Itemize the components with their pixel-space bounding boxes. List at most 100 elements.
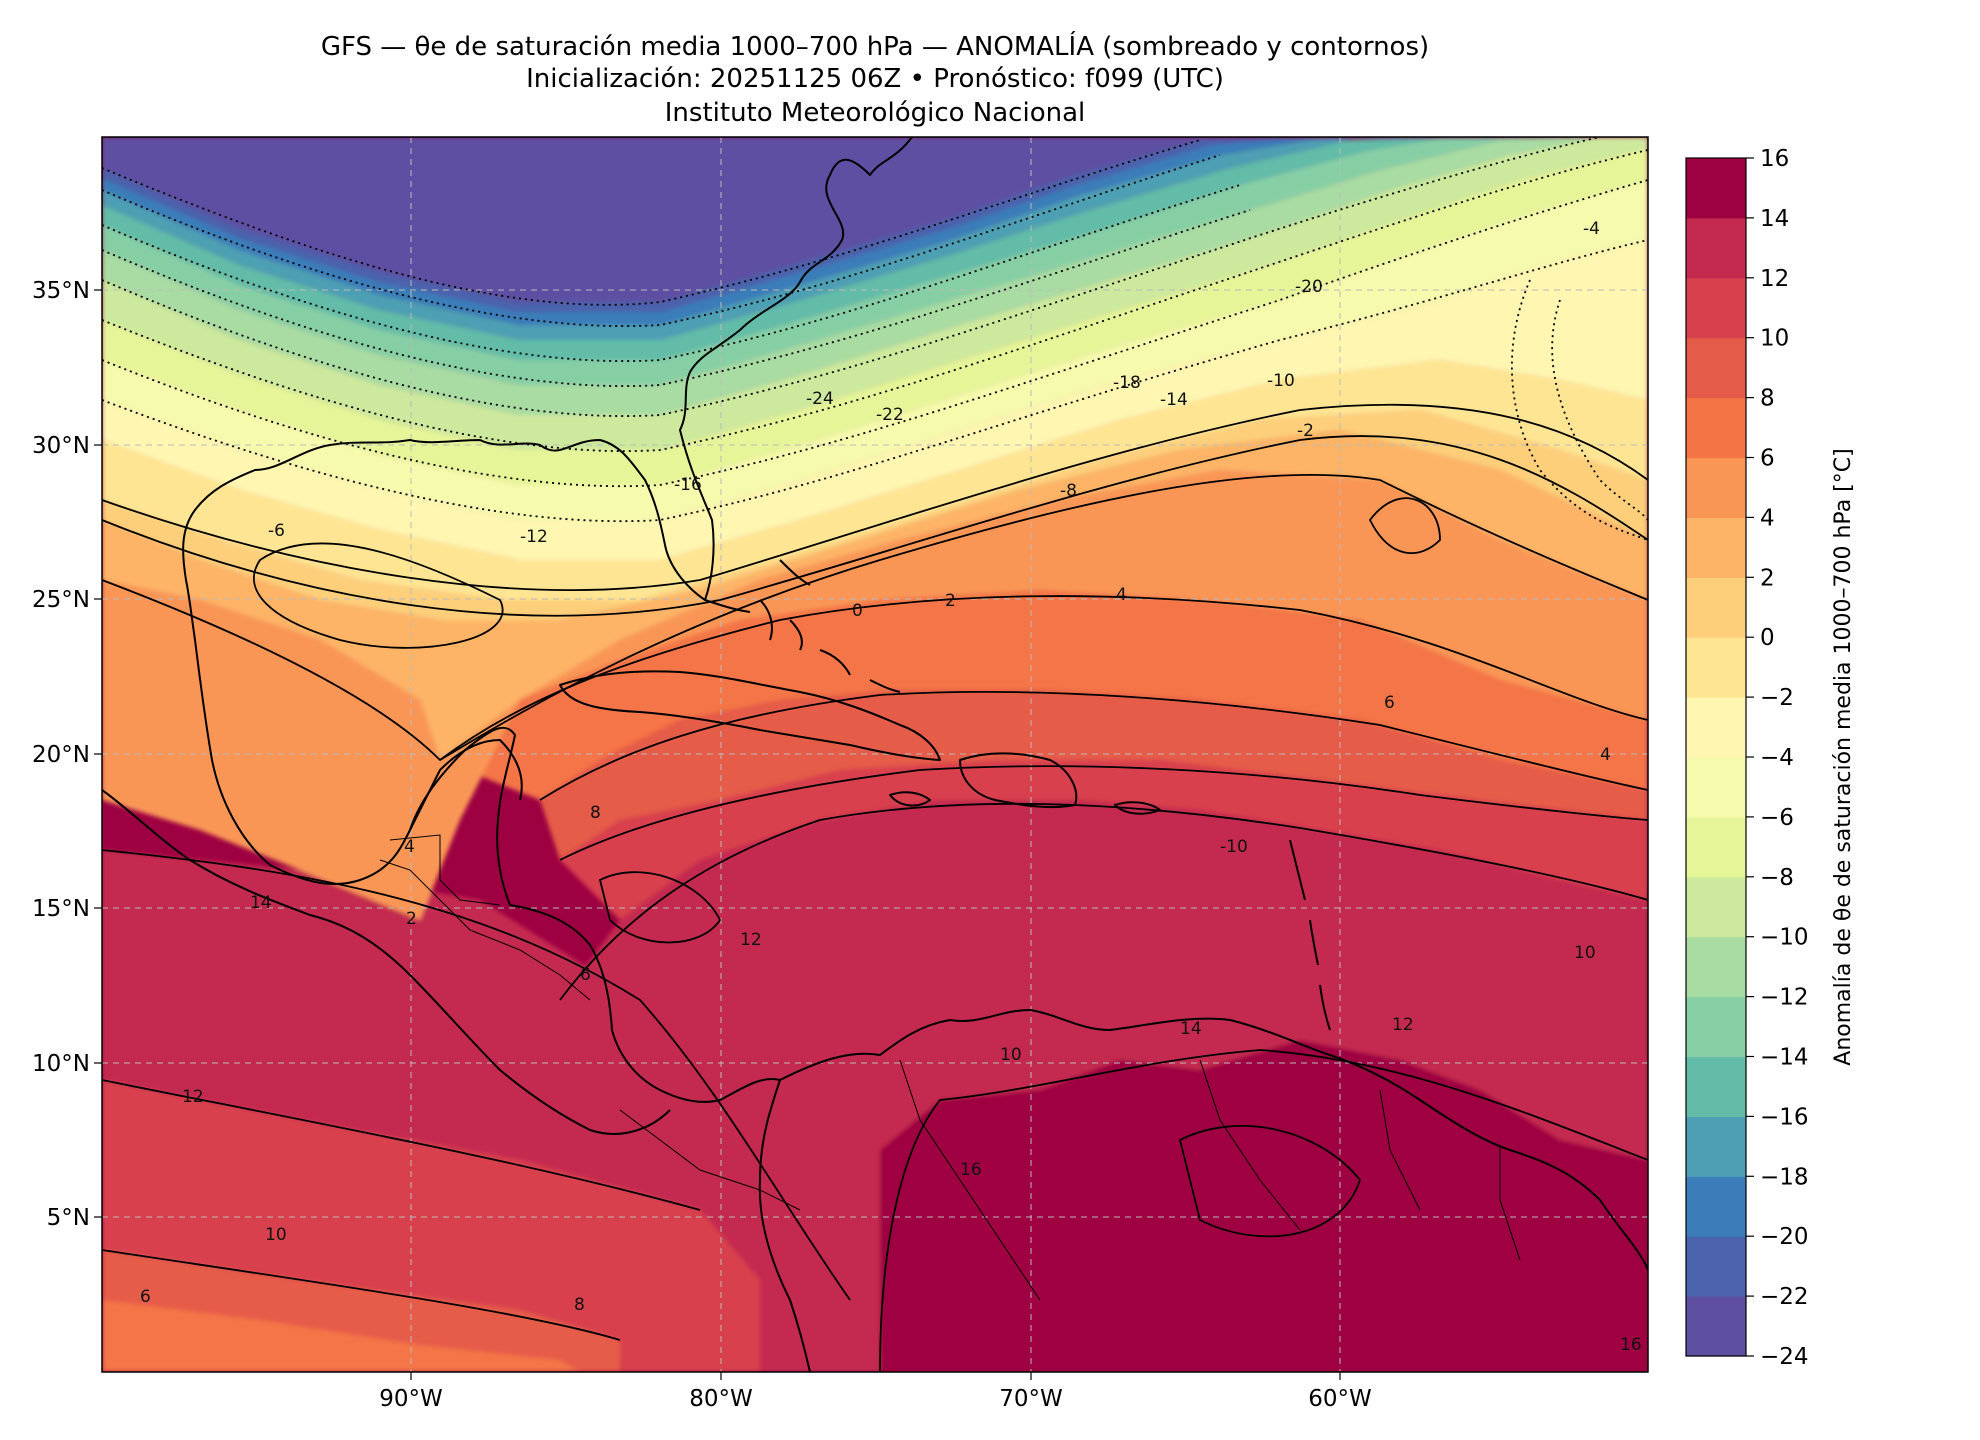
band-8-caribbean bbox=[540, 690, 1648, 860]
colorbar-tick-label: −10 bbox=[1760, 925, 1809, 951]
contour-label: 4 bbox=[1116, 585, 1127, 605]
band-m8 bbox=[102, 150, 1648, 485]
contour-label: -22 bbox=[876, 405, 904, 425]
lat-tick-label: 30°N bbox=[32, 433, 90, 459]
contour-label: -12 bbox=[520, 527, 548, 547]
lon-tick-label: 90°W bbox=[379, 1386, 443, 1412]
colorbar-tick-label: 2 bbox=[1760, 565, 1775, 591]
gridlines bbox=[102, 137, 1648, 1372]
colorbar: 16 14 12 10 8 6 4 2 0 −2 −4 −6 −8 −10 −12 −14 −16 −18 −20 −… bbox=[1685, 146, 1856, 1370]
colorbar-tick-label: 16 bbox=[1760, 146, 1789, 172]
colorbar-tick-label: 8 bbox=[1760, 386, 1775, 412]
lat-tick-label: 35°N bbox=[32, 278, 90, 304]
contour-labels: -24 -22 -20 -18 -16 -14 -12 -10 -8 -6 -4… bbox=[140, 219, 1642, 1355]
contour-label: 12 bbox=[740, 930, 762, 950]
colorbar-tick-label: −24 bbox=[1760, 1344, 1809, 1370]
contour-label: -10 bbox=[1267, 371, 1295, 391]
lat-tick-label: 25°N bbox=[32, 587, 90, 613]
band-m18 bbox=[102, 137, 1350, 340]
contour-label: 0 bbox=[852, 601, 863, 621]
central-america-pacific bbox=[102, 789, 671, 1135]
lon-tick-label: 60°W bbox=[1308, 1386, 1372, 1412]
contour-label: 8 bbox=[574, 1295, 585, 1315]
band-6-south bbox=[102, 1300, 580, 1372]
colorbar-tick-label: 14 bbox=[1760, 206, 1789, 232]
colorbar-swatch bbox=[1686, 158, 1746, 219]
colorbar-tick-label: −18 bbox=[1760, 1164, 1809, 1190]
lat-tick-label: 5°N bbox=[47, 1205, 90, 1231]
colorbar-tick-label: −4 bbox=[1760, 745, 1794, 771]
lat-tick-label: 20°N bbox=[32, 742, 90, 768]
colorbar-swatch bbox=[1686, 1236, 1746, 1297]
contour-label: -24 bbox=[806, 389, 834, 409]
colorbar-swatch bbox=[1686, 577, 1746, 638]
colorbar-ticks: 16 14 12 10 8 6 4 2 0 −2 −4 −6 −8 −10 −12 −14 −16 −18 −20 −… bbox=[1746, 146, 1809, 1370]
hispaniola bbox=[959, 752, 1078, 809]
contour-label: 8 bbox=[590, 803, 601, 823]
contour-label: -8 bbox=[1060, 481, 1077, 501]
colorbar-swatches bbox=[1686, 158, 1746, 1357]
lat-axis: 35°N 30°N 25°N 20°N 15°N 10°N 5°N bbox=[32, 278, 102, 1231]
colorbar-swatch bbox=[1686, 816, 1746, 878]
contour-label: 16 bbox=[1620, 1335, 1642, 1355]
band-m4 bbox=[102, 240, 1648, 560]
jamaica bbox=[889, 791, 931, 807]
lesser-antilles bbox=[1289, 839, 1331, 1031]
contour-label: 12 bbox=[182, 1087, 204, 1107]
band-m2 bbox=[102, 360, 1648, 600]
colorbar-tick-label: −8 bbox=[1760, 865, 1794, 891]
contour-label: 2 bbox=[945, 591, 956, 611]
band-m14 bbox=[102, 137, 1560, 385]
contour-label: 12 bbox=[1392, 1015, 1414, 1035]
map-panel: -24 -22 -20 -18 -16 -14 -12 -10 -8 -6 -4… bbox=[102, 137, 1648, 1372]
colorbar-swatch bbox=[1686, 637, 1746, 698]
contour-label: 10 bbox=[265, 1225, 287, 1245]
colorbar-swatch bbox=[1686, 457, 1746, 518]
figure-subtitle: Inicialización: 20251125 06Z • Pronóstic… bbox=[526, 64, 1224, 94]
colorbar-tick-label: −14 bbox=[1760, 1045, 1809, 1071]
central-america-caribbean bbox=[509, 904, 781, 1103]
colorbar-swatch bbox=[1686, 697, 1746, 758]
contour-label: 10 bbox=[1574, 943, 1596, 963]
puerto-rico bbox=[1114, 801, 1161, 815]
contour-label: 16 bbox=[960, 1160, 982, 1180]
band-m12 bbox=[102, 137, 1600, 415]
yucatan bbox=[409, 726, 516, 906]
south-america-pacific bbox=[758, 1079, 811, 1372]
anomaly-fill bbox=[102, 137, 1648, 1372]
mexico-gulf-coast bbox=[194, 639, 523, 886]
band-m16 bbox=[102, 137, 1450, 360]
contour-label: 14 bbox=[1180, 1019, 1202, 1039]
colorbar-swatch bbox=[1686, 757, 1746, 818]
lon-tick-label: 80°W bbox=[689, 1386, 753, 1412]
colorbar-tick-label: −6 bbox=[1760, 805, 1794, 831]
contour-label: -14 bbox=[1160, 390, 1188, 410]
band-m6 bbox=[102, 180, 1648, 520]
colorbar-swatch bbox=[1686, 996, 1746, 1058]
band-0 bbox=[102, 410, 1648, 620]
borders bbox=[379, 834, 1521, 1301]
lat-tick-label: 10°N bbox=[32, 1051, 90, 1077]
contour-label: -10 bbox=[1220, 837, 1248, 857]
contour-label: -18 bbox=[1113, 373, 1141, 393]
colorbar-swatch bbox=[1686, 936, 1746, 998]
lat-tick-label: 15°N bbox=[32, 896, 90, 922]
colorbar-tick-label: −22 bbox=[1760, 1284, 1809, 1310]
colorbar-label: Anomalía de θe de saturación media 1000–… bbox=[1831, 448, 1856, 1065]
colorbar-tick-label: 10 bbox=[1760, 326, 1789, 352]
lon-axis: 90°W 80°W 70°W 60°W bbox=[379, 1372, 1372, 1412]
florida-keys bbox=[704, 559, 811, 613]
band-m10 bbox=[102, 137, 1648, 450]
colorbar-swatch bbox=[1686, 876, 1746, 938]
figure-institution: Instituto Meteorológico Nacional bbox=[665, 98, 1085, 128]
colorbar-tick-label: 0 bbox=[1760, 625, 1775, 651]
us-east-coast bbox=[182, 137, 913, 641]
band-10-north-caribbean bbox=[560, 760, 1648, 920]
contour-label: 6 bbox=[580, 965, 591, 985]
contour-label: 2 bbox=[406, 909, 417, 929]
colorbar-swatch bbox=[1686, 337, 1746, 399]
colorbar-swatch bbox=[1686, 1056, 1746, 1117]
contour-label: 4 bbox=[1600, 745, 1611, 765]
colorbar-tick-label: −16 bbox=[1760, 1104, 1809, 1130]
